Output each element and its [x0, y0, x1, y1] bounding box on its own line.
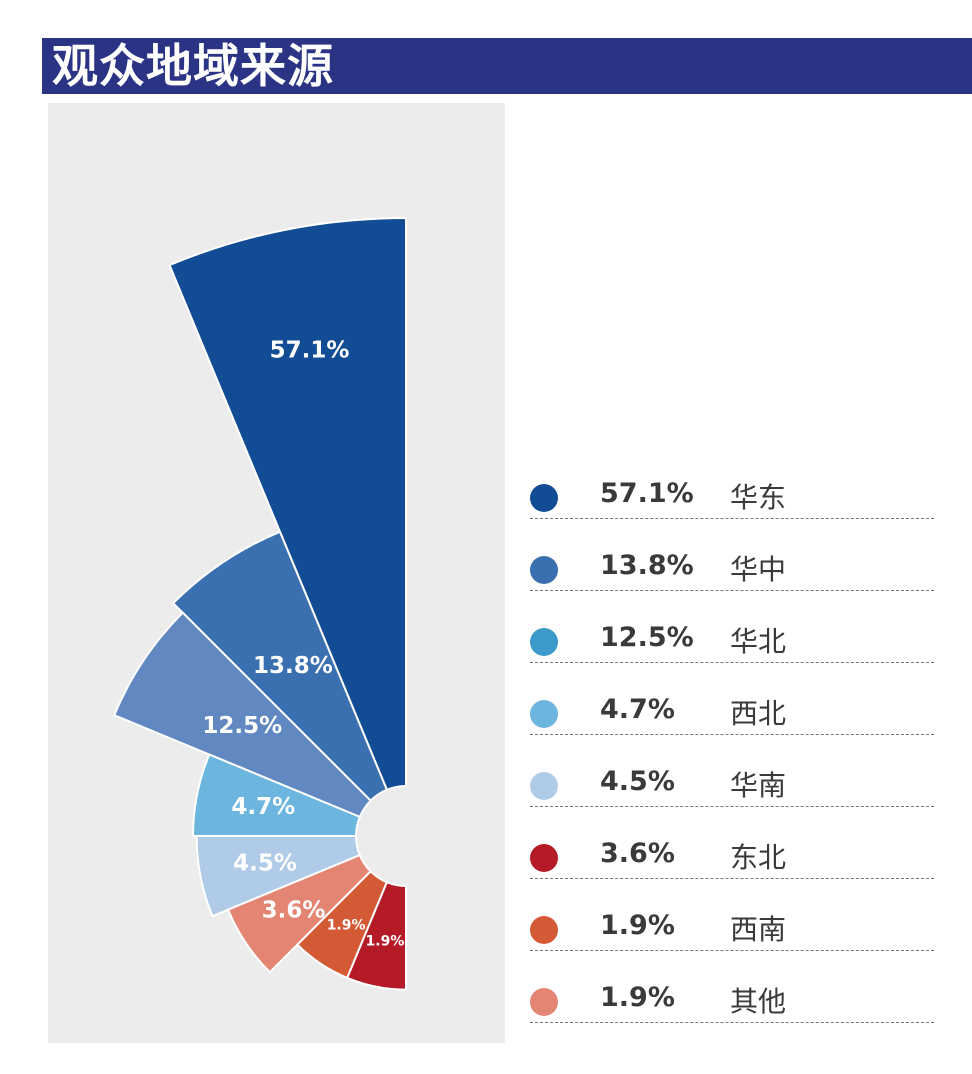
- legend-dot: [530, 556, 558, 584]
- legend-divider: [530, 878, 934, 879]
- chart-panel: 57.1% 13.8% 12.5% 4.7% 4.5% 3.6% 1.9% 1.9%: [48, 103, 505, 1043]
- legend-divider: [530, 590, 934, 591]
- legend-item: 3.6% 东北: [528, 820, 934, 892]
- legend-divider: [530, 1022, 934, 1023]
- legend-region: 西北: [730, 697, 787, 730]
- legend-item: 57.1% 华东: [528, 460, 934, 532]
- legend-dot: [530, 772, 558, 800]
- legend-dot: [530, 916, 558, 944]
- legend-region: 华北: [730, 625, 787, 658]
- rose-label: 4.7%: [231, 794, 295, 820]
- legend-region: 东北: [730, 841, 787, 874]
- legend-item: 1.9% 西南: [528, 892, 934, 964]
- legend-region: 华南: [730, 769, 787, 802]
- legend-dot: [530, 700, 558, 728]
- rose-sector: [171, 530, 389, 803]
- legend-item: 4.7% 西北: [528, 676, 934, 748]
- legend-percent: 1.9%: [600, 910, 675, 941]
- legend-dot: [530, 988, 558, 1016]
- legend-percent: 3.6%: [600, 838, 675, 869]
- rose-label: 4.5%: [233, 851, 297, 877]
- rose-sector: [226, 853, 373, 974]
- legend-dot: [530, 484, 558, 512]
- title-bar: 观众地域来源: [42, 38, 972, 94]
- legend-percent: 57.1%: [600, 478, 694, 509]
- legend-percent: 12.5%: [600, 622, 694, 653]
- legend-percent: 13.8%: [600, 550, 694, 581]
- legend-divider: [530, 518, 934, 519]
- rose-sector: [112, 611, 373, 819]
- rose-sector: [168, 216, 407, 792]
- rose-label: 1.9%: [327, 918, 366, 934]
- legend-item: 13.8% 华中: [528, 532, 934, 604]
- legend-percent: 1.9%: [600, 982, 675, 1013]
- rose-label: 13.8%: [253, 653, 333, 679]
- legend-divider: [530, 734, 934, 735]
- legend-region: 西南: [730, 913, 787, 946]
- rose-label: 1.9%: [366, 934, 405, 950]
- legend-dot: [530, 844, 558, 872]
- legend-item: 4.5% 华南: [528, 748, 934, 820]
- legend-divider: [530, 806, 934, 807]
- page-title: 观众地域来源: [52, 39, 334, 93]
- rose-sector: [195, 835, 362, 918]
- legend-percent: 4.5%: [600, 766, 675, 797]
- legend-item: 1.9% 其他: [528, 964, 934, 1036]
- rose-label: 12.5%: [202, 713, 282, 739]
- rose-sector: [345, 880, 407, 991]
- rose-label: 3.6%: [262, 898, 326, 924]
- legend-region: 华中: [730, 553, 787, 586]
- legend-percent: 4.7%: [600, 694, 675, 725]
- legend-divider: [530, 950, 934, 951]
- legend: 57.1% 华东 13.8% 华中 12.5% 华北 4.7% 西北 4.5% …: [528, 460, 934, 1036]
- rose-chart: 57.1%13.8%12.5%4.7%4.5%3.6%1.9%1.9%: [112, 216, 407, 991]
- legend-divider: [530, 662, 934, 663]
- rose-label: 57.1%: [270, 338, 350, 364]
- legend-dot: [530, 628, 558, 656]
- legend-item: 12.5% 华北: [528, 604, 934, 676]
- legend-region: 其他: [730, 985, 787, 1018]
- legend-region: 华东: [730, 481, 787, 514]
- rose-sector: [192, 753, 362, 837]
